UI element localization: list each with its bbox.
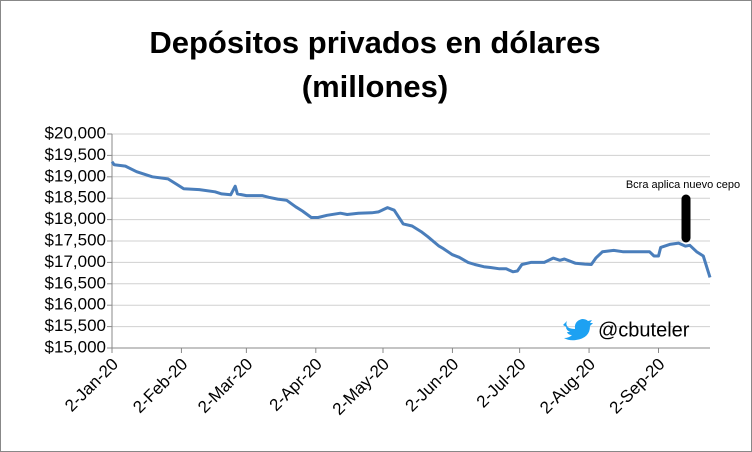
y-tick-label: $16,500 [45,273,106,292]
y-tick-label: $17,000 [45,252,106,271]
y-tick-label: $15,500 [45,316,106,335]
twitter-logo [563,319,593,341]
annotation: Bcra aplica nuevo cepo [626,179,740,191]
y-tick-label: $19,000 [45,166,106,185]
data-line [110,160,712,278]
y-tick-label: $16,000 [45,295,106,314]
watermark: @cbuteler [598,319,690,341]
y-tick-label: $17,500 [45,230,106,249]
twitter-bird [563,319,593,341]
y-tick-label: $15,000 [45,337,106,356]
chart-title: (millones) [302,69,448,104]
y-tick-label: $20,000 [45,123,106,142]
y-tick-label: $18,500 [45,188,106,207]
chart-title: Depósitos privados en dólares [149,25,600,60]
y-tick-label: $19,500 [45,145,106,164]
y-tick-label: $18,000 [45,209,106,228]
